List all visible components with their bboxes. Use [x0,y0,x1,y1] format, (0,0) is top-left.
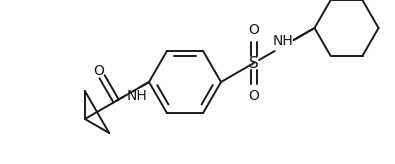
Text: S: S [249,55,259,71]
Text: O: O [248,23,260,37]
Text: O: O [248,89,260,103]
Text: O: O [93,64,104,78]
Text: NH: NH [127,89,148,103]
Text: NH: NH [273,34,294,48]
